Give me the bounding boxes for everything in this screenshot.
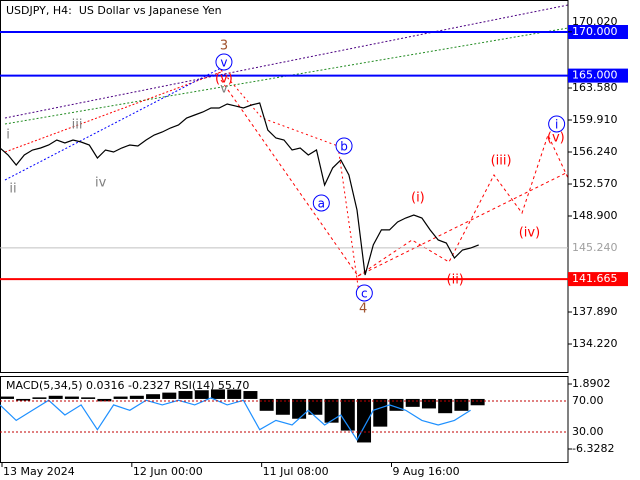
level-label-box	[568, 272, 628, 287]
x-tick-label: 13 May 2024	[3, 465, 75, 478]
y-tick-label: 1.8902	[572, 377, 611, 390]
wave-label: i	[6, 128, 10, 143]
macd-bar	[16, 398, 31, 401]
wave-label: 4	[359, 301, 367, 316]
wave-label: iii	[72, 118, 83, 133]
y-tick-label: 152.570	[572, 177, 618, 190]
level-label: 170.000	[572, 25, 618, 38]
macd-bar	[194, 390, 209, 399]
wave-label: b	[340, 139, 348, 153]
wave-label: i	[555, 118, 558, 132]
level-label-box	[568, 25, 628, 40]
macd-bar	[129, 395, 144, 399]
level-label: 145.240	[572, 241, 618, 254]
y-tick-label: 137.890	[572, 305, 618, 318]
macd-bar	[81, 397, 96, 399]
y-tick-label: 134.220	[572, 337, 618, 350]
y2-tick-label: 70.00	[572, 394, 604, 407]
macd-bar	[162, 392, 177, 399]
macd-bar	[324, 398, 339, 423]
trend-line	[4, 67, 222, 181]
macd-bar	[454, 398, 469, 411]
macd-bar	[259, 398, 274, 411]
macd-bar	[0, 396, 14, 399]
indicator-title: MACD(5,34,5) 0.0316 -0.2327 RSI(14) 55.7…	[6, 379, 249, 392]
macd-bar	[113, 396, 128, 399]
wave-label: (v)	[547, 130, 565, 145]
x-tick-label: 9 Aug 16:00	[392, 465, 459, 478]
macd-bar	[421, 398, 436, 409]
macd-bar	[64, 396, 79, 399]
wave-path	[220, 69, 360, 294]
macd-bar	[340, 398, 355, 431]
macd-bar	[275, 398, 290, 415]
wave-label: v	[220, 81, 228, 96]
wave-label: (i)	[411, 190, 425, 205]
y-tick-label: 159.910	[572, 113, 618, 126]
macd-bar	[227, 389, 242, 399]
wave-label: 3	[220, 38, 228, 53]
forecast-path	[220, 79, 569, 277]
macd-bar	[32, 397, 47, 399]
macd-bar	[292, 398, 307, 419]
macd-bar	[210, 389, 225, 399]
price-line	[0, 397, 471, 441]
wave-circle	[355, 284, 373, 302]
wave-label: a	[318, 197, 325, 211]
y2-tick-label: 30.00	[572, 425, 604, 438]
wave-circle	[335, 137, 353, 155]
macd-bar	[48, 395, 63, 399]
wave-label: c	[361, 286, 368, 300]
macd-bar	[178, 391, 193, 399]
macd-bar	[97, 398, 112, 402]
level-label: 141.665	[572, 272, 618, 285]
macd-bar	[373, 398, 388, 427]
macd-bar	[389, 398, 404, 411]
macd-bar	[438, 398, 453, 414]
y-tick-label: 156.240	[572, 145, 618, 158]
macd-bar	[405, 398, 420, 407]
y-tick-label: 148.900	[572, 209, 618, 222]
wave-label: iv	[95, 175, 107, 190]
wave-circle	[548, 115, 566, 133]
macd-bar	[243, 391, 258, 399]
y-tick-label: 170.020	[572, 15, 618, 28]
indicator-pane	[0, 376, 569, 463]
macd-bar	[308, 398, 323, 415]
wave-label: (v)	[215, 71, 233, 86]
wave-label: (iv)	[519, 225, 540, 240]
wave-label: (ii)	[447, 273, 464, 288]
wave-label: (iii)	[491, 154, 512, 169]
y-tick-label: -6.3282	[572, 442, 614, 455]
x-tick-label: 11 Jul 08:00	[263, 465, 329, 478]
main-pane	[0, 0, 569, 373]
level-label-box	[568, 68, 628, 83]
price-line	[0, 102, 479, 276]
macd-bar	[470, 398, 485, 406]
wave-circle	[215, 53, 233, 71]
y-tick-label: 163.580	[572, 81, 618, 94]
wave-circle	[312, 194, 330, 212]
chart-title: USDJPY, H4: US Dollar vs Japanese Yen	[6, 4, 222, 17]
level-label: 165.000	[572, 69, 618, 82]
x-tick-label: 12 Jun 00:00	[133, 465, 203, 478]
wave-label: ii	[9, 182, 16, 197]
wave-label: v	[220, 56, 227, 70]
macd-bar	[146, 394, 161, 399]
